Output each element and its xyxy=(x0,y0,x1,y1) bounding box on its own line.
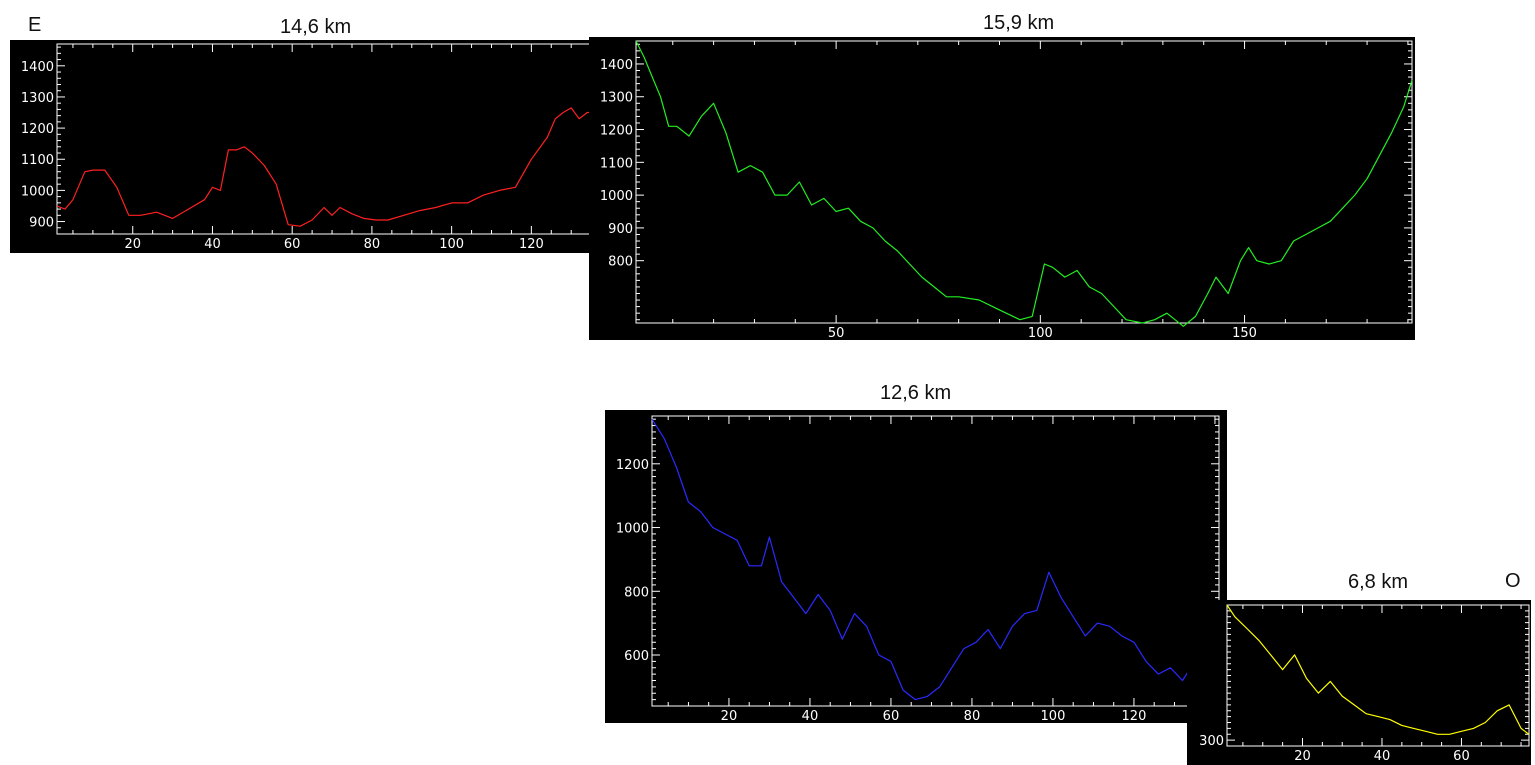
x-tick-label: 60 xyxy=(284,237,301,252)
elevation-chart-4: 20 40 60 300 xyxy=(1187,600,1531,765)
elevation-line xyxy=(635,40,1413,327)
elevation-chart-3: 2040608010012014060080010001200 xyxy=(605,410,1227,723)
y-tick-label: 1400 xyxy=(600,58,633,73)
elevation-chart-4-plot: 20 40 60 300 xyxy=(1199,604,1530,764)
chart-title-4: 6,8 km xyxy=(1348,571,1409,593)
elevation-chart-2-plot: 50 100 150 800 900 1000 1100 1200 1300 1400 xyxy=(600,40,1413,340)
plot-frame xyxy=(1226,604,1530,747)
x-tick-label: 80 xyxy=(364,237,381,252)
chart-title-2: 15,9 km xyxy=(983,12,1055,34)
x-tick-label: 20 xyxy=(721,709,738,723)
x-tick-label: 120 xyxy=(1122,709,1147,723)
chart-title-3: 12,6 km xyxy=(880,382,952,404)
y-tick-label: 900 xyxy=(29,216,54,231)
y-tick-label: 300 xyxy=(1199,734,1224,749)
x-tick-label: 20 xyxy=(124,237,141,252)
elevation-chart-3-plot: 2040608010012014060080010001200 xyxy=(616,415,1227,723)
elevation-chart-1-plot: 2040608010012014090010001100120013001400 xyxy=(21,43,636,252)
x-tick-label: 60 xyxy=(1453,749,1470,764)
y-tick-label: 1200 xyxy=(600,124,633,139)
elevation-chart-1: 2040608010012014090010001100120013001400 xyxy=(10,40,638,253)
x-tick-label: 50 xyxy=(828,326,845,340)
y-tick-label: 1100 xyxy=(21,153,54,168)
x-tick-label: 100 xyxy=(1041,709,1066,723)
y-tick-label: 1000 xyxy=(600,189,633,204)
x-tick-label: 20 xyxy=(1294,749,1311,764)
y-tick-label: 1100 xyxy=(600,156,633,171)
y-tick-label: 1300 xyxy=(600,91,633,106)
x-tick-label: 80 xyxy=(964,709,981,723)
x-tick-label: 100 xyxy=(1028,326,1053,340)
x-tick-label: 60 xyxy=(883,709,900,723)
x-tick-label: 40 xyxy=(802,709,819,723)
plot-frame xyxy=(56,43,636,235)
plot-frame xyxy=(651,415,1220,707)
y-tick-label: 1400 xyxy=(21,60,54,75)
x-tick-label: 120 xyxy=(519,237,544,252)
west-label: O xyxy=(1505,570,1521,592)
y-tick-label: 600 xyxy=(624,649,649,664)
elevation-line xyxy=(56,43,636,227)
x-tick-label: 40 xyxy=(1374,749,1391,764)
east-label: E xyxy=(28,14,42,36)
y-tick-label: 1000 xyxy=(21,184,54,199)
elevation-line xyxy=(1226,604,1530,735)
x-tick-label: 100 xyxy=(439,237,464,252)
x-tick-label: 150 xyxy=(1232,326,1257,340)
y-tick-label: 800 xyxy=(624,585,649,600)
y-tick-label: 1000 xyxy=(616,522,649,537)
y-tick-label: 800 xyxy=(608,255,633,270)
y-tick-label: 900 xyxy=(608,222,633,237)
y-tick-label: 1200 xyxy=(616,458,649,473)
y-tick-label: 1300 xyxy=(21,91,54,106)
elevation-chart-2: 50 100 150 800 900 1000 1100 1200 1300 1400 xyxy=(589,37,1415,340)
chart-title-1: 14,6 km xyxy=(280,16,352,38)
plot-frame xyxy=(635,40,1413,324)
elevation-line xyxy=(651,418,1220,701)
y-tick-label: 1200 xyxy=(21,122,54,137)
x-tick-label: 40 xyxy=(204,237,221,252)
